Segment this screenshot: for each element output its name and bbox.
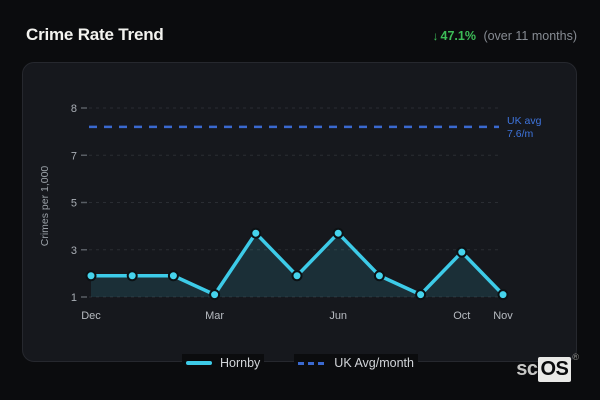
- data-point[interactable]: [126, 270, 138, 282]
- chart-legend: Hornby UK Avg/month: [0, 352, 600, 374]
- down-arrow-icon: ↓: [432, 29, 439, 43]
- uk-avg-label-line1: UK avg: [507, 115, 542, 127]
- data-point[interactable]: [497, 289, 509, 301]
- hornby-area-fill: [91, 233, 503, 297]
- chart-card: 1 3 5 7 8 Crimes per 1,000 Dec Mar Jun Oct Nov UK a…: [22, 62, 577, 362]
- y-axis-label: Crimes per 1,000: [39, 166, 51, 247]
- data-point[interactable]: [456, 246, 468, 258]
- page-title: Crime Rate Trend: [26, 25, 164, 44]
- y-tick-label: 1: [71, 292, 77, 304]
- y-tick-label: 7: [71, 150, 77, 162]
- x-tick-label: Nov: [493, 310, 513, 322]
- legend-label: UK Avg/month: [334, 356, 414, 370]
- x-tick-label: Jun: [329, 310, 347, 322]
- x-tick-label: Dec: [81, 310, 101, 322]
- data-point[interactable]: [250, 227, 262, 239]
- hornby-line-swatch-icon: [186, 361, 212, 365]
- y-tick-label: 8: [71, 103, 77, 115]
- data-point[interactable]: [291, 270, 303, 282]
- legend-label: Hornby: [220, 356, 261, 370]
- data-point[interactable]: [167, 270, 179, 282]
- data-point[interactable]: [373, 270, 385, 282]
- legend-item-hornby[interactable]: Hornby: [182, 354, 265, 372]
- y-tick-label: 5: [71, 198, 77, 210]
- data-point[interactable]: [332, 227, 344, 239]
- scos-logo: sc OS ®: [516, 352, 579, 383]
- x-tick-label: Mar: [205, 310, 224, 322]
- delta-badge: ↓ 47.1% (over 11 months): [433, 29, 578, 43]
- x-tick-label: Oct: [453, 310, 470, 322]
- data-point[interactable]: [415, 289, 427, 301]
- logo-prefix: sc: [516, 358, 538, 380]
- uk-avg-dashed-swatch-icon: [298, 361, 327, 365]
- logo-suffix: OS: [538, 356, 572, 382]
- delta-caption: (over 11 months): [483, 29, 577, 43]
- data-point[interactable]: [85, 270, 97, 282]
- y-tick-label: 3: [71, 245, 77, 257]
- line-chart-canvas[interactable]: 1 3 5 7 8 Crimes per 1,000 Dec Mar Jun Oct Nov UK a…: [23, 63, 578, 363]
- delta-value: 47.1%: [440, 29, 476, 43]
- uk-avg-label-line2: 7.6/m: [507, 128, 534, 140]
- registered-mark-icon: ®: [572, 352, 579, 362]
- data-point[interactable]: [209, 289, 221, 301]
- legend-item-uk-avg[interactable]: UK Avg/month: [294, 354, 418, 372]
